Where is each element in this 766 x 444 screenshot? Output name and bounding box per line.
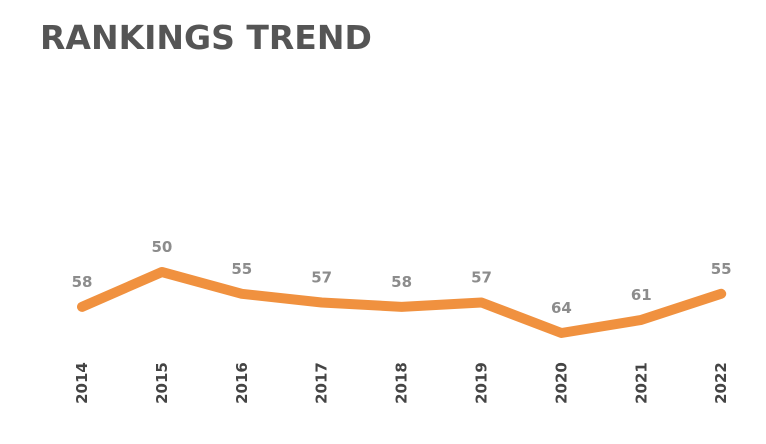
data-label: 55: [711, 260, 732, 278]
x-tick-label: 2016: [233, 362, 251, 404]
chart-title: RANKINGS TREND: [40, 18, 372, 57]
x-tick-label: 2020: [552, 362, 570, 404]
x-tick-label: 2014: [73, 362, 91, 404]
data-label: 55: [231, 260, 252, 278]
data-label: 50: [151, 238, 172, 256]
x-tick-label: 2017: [313, 362, 331, 404]
data-label: 58: [391, 273, 412, 291]
data-label: 57: [471, 269, 492, 287]
x-tick-label: 2019: [473, 362, 491, 404]
trend-line: [77, 267, 727, 338]
data-label: 57: [311, 269, 332, 287]
x-tick-label: 2021: [632, 362, 650, 404]
x-tick-label: 2018: [393, 362, 411, 404]
data-label: 61: [631, 286, 652, 304]
x-tick-label: 2015: [153, 362, 171, 404]
data-label: 58: [72, 273, 93, 291]
data-label: 64: [551, 299, 572, 317]
x-tick-label: 2022: [712, 362, 730, 404]
